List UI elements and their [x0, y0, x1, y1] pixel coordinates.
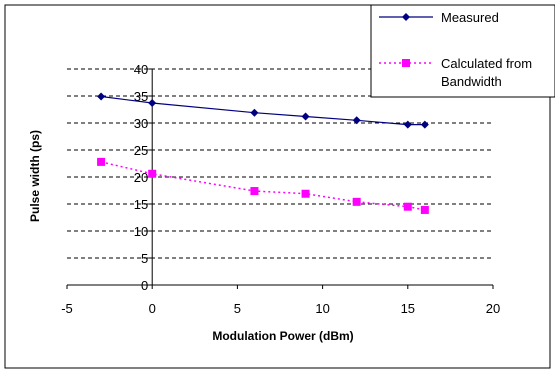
y-tick-label-40: 40 — [134, 62, 148, 77]
data-point-series0-5 — [403, 120, 412, 129]
data-point-series0-1 — [148, 99, 157, 108]
data-point-series1-2 — [250, 187, 259, 196]
data-point-series0-0 — [97, 92, 106, 101]
gridlines — [67, 68, 493, 259]
legend: Measured Calculated from Bandwidth — [370, 4, 555, 98]
data-point-series1-6 — [420, 205, 429, 214]
legend-marker-calculated — [402, 59, 410, 67]
y-tick-label-5: 5 — [141, 251, 148, 266]
data-point-series0-2 — [250, 108, 259, 117]
y-tick-label-20: 20 — [134, 170, 148, 185]
x-tick-label-20: 20 — [486, 301, 500, 316]
legend-label-calculated-line1: Calculated from — [441, 56, 532, 71]
legend-marker-measured — [402, 13, 410, 21]
data-point-series1-5 — [403, 202, 412, 211]
data-point-series1-4 — [352, 197, 361, 206]
x-tick-label-0: 0 — [149, 301, 156, 316]
y-tick-label-30: 30 — [134, 116, 148, 131]
y-tick-label-10: 10 — [134, 224, 148, 239]
data-point-series1-3 — [301, 189, 310, 198]
data-point-series1-1 — [148, 169, 157, 178]
legend-label-measured: Measured — [441, 10, 499, 25]
data-point-series0-3 — [301, 112, 310, 121]
x-tick-label-15: 15 — [401, 301, 415, 316]
data-point-series0-6 — [420, 120, 429, 129]
data-point-series1-0 — [97, 157, 106, 166]
data-series — [97, 92, 429, 214]
y-tick-label-25: 25 — [134, 143, 148, 158]
x-tick-label--5: -5 — [61, 301, 73, 316]
x-axis-title: Modulation Power (dBm) — [212, 329, 353, 343]
x-tick-label-5: 5 — [234, 301, 241, 316]
legend-box — [370, 4, 555, 98]
y-tick-label-15: 15 — [134, 197, 148, 212]
x-tick-label-10: 10 — [315, 301, 329, 316]
y-axis-title: Pulse width (ps) — [28, 130, 42, 222]
legend-label-calculated-line2: Bandwidth — [441, 74, 502, 89]
y-tick-label-35: 35 — [134, 89, 148, 104]
data-point-series0-4 — [352, 116, 361, 125]
